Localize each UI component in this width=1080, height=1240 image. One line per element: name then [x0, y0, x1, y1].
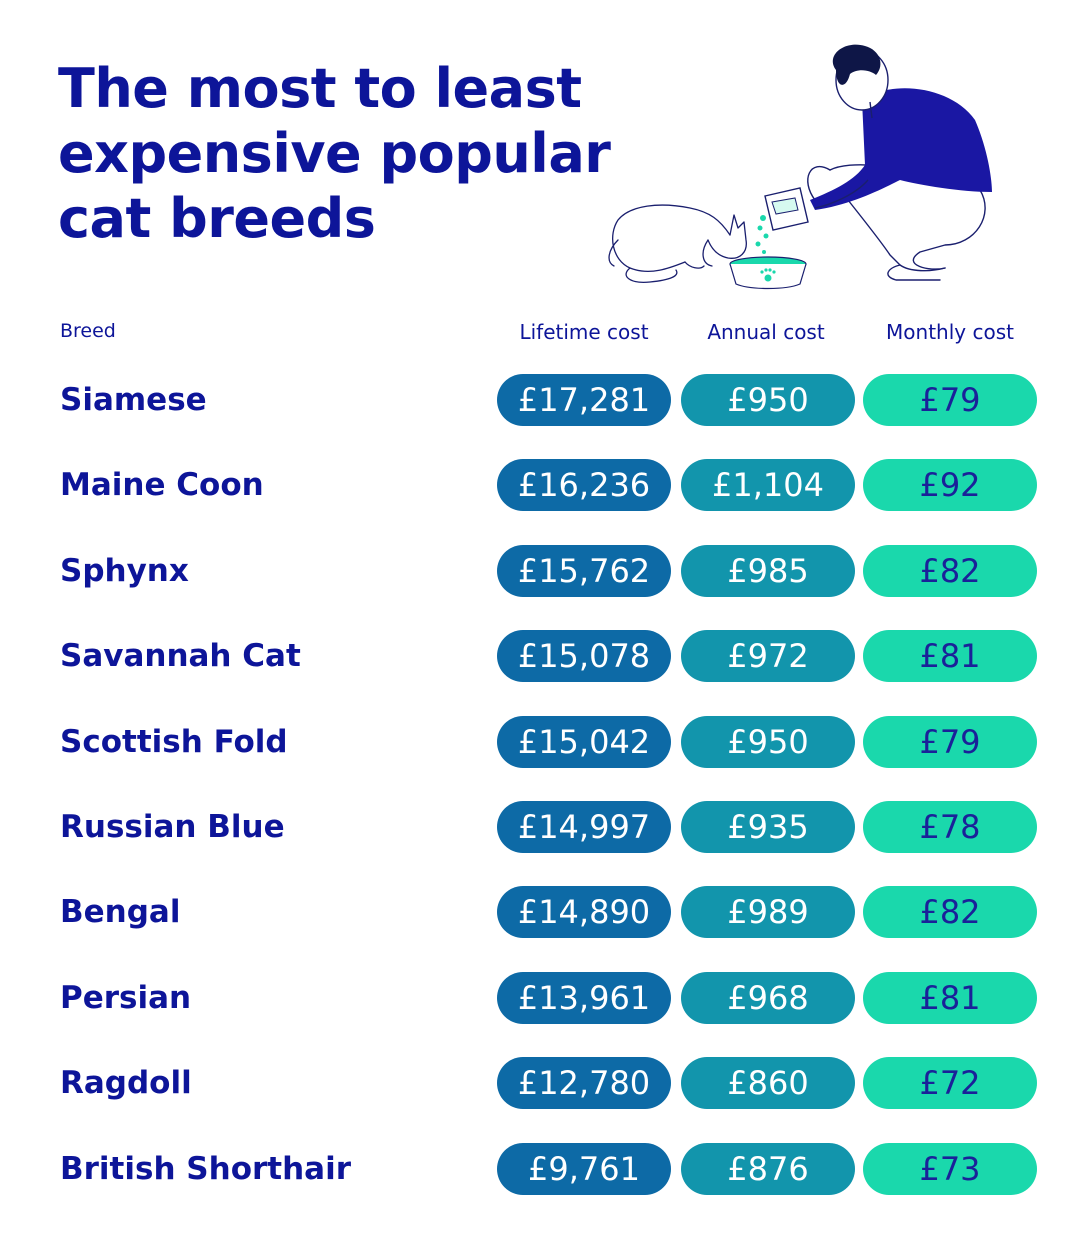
monthly-cost-pill: £82	[863, 545, 1037, 597]
person-head	[832, 44, 889, 119]
food-pellets	[755, 215, 769, 263]
lifetime-cost-column-header: Lifetime cost	[519, 320, 649, 344]
lifetime-cost-pill: £15,042	[497, 716, 671, 768]
monthly-cost-pill: £81	[863, 972, 1037, 1024]
cat-bowl-icon	[729, 256, 807, 290]
monthly-cost-column-header: Monthly cost	[886, 320, 1014, 344]
monthly-cost-pill: £82	[863, 886, 1037, 938]
person-arm	[814, 179, 869, 209]
breed-name: Savannah Cat	[60, 638, 301, 674]
lifetime-cost-pill: £14,890	[497, 886, 671, 938]
table-row: Savannah Cat £15,078 £972 £81	[0, 630, 1080, 682]
monthly-cost-pill: £73	[863, 1143, 1037, 1195]
lifetime-cost-pill: £15,078	[497, 630, 671, 682]
breed-name: Russian Blue	[60, 809, 285, 845]
table-row: Sphynx £15,762 £985 £82	[0, 545, 1080, 597]
food-box-icon	[764, 187, 809, 231]
breed-name: Bengal	[60, 894, 181, 930]
table-row: Siamese £17,281 £950 £79	[0, 374, 1080, 426]
table-row: British Shorthair £9,761 £876 £73	[0, 1143, 1080, 1195]
lifetime-cost-pill: £14,997	[497, 801, 671, 853]
table-row: Persian £13,961 £968 £81	[0, 972, 1080, 1024]
lifetime-cost-pill: £12,780	[497, 1057, 671, 1109]
annual-cost-pill: £950	[681, 716, 855, 768]
table-row: Russian Blue £14,997 £935 £78	[0, 801, 1080, 853]
monthly-cost-pill: £72	[863, 1057, 1037, 1109]
breed-name: Maine Coon	[60, 467, 264, 503]
breed-name: Siamese	[60, 382, 207, 418]
breed-name: Scottish Fold	[60, 724, 288, 760]
person-shirt	[810, 88, 992, 210]
annual-cost-pill: £950	[681, 374, 855, 426]
monthly-cost-pill: £92	[863, 459, 1037, 511]
paw-print-icon	[760, 268, 776, 282]
monthly-cost-pill: £81	[863, 630, 1037, 682]
lifetime-cost-pill: £16,236	[497, 459, 671, 511]
annual-cost-pill: £860	[681, 1057, 855, 1109]
table-row: Ragdoll £12,780 £860 £72	[0, 1057, 1080, 1109]
cat-figure	[608, 204, 747, 283]
breed-name: Sphynx	[60, 553, 189, 589]
lifetime-cost-pill: £13,961	[497, 972, 671, 1024]
breed-name: Ragdoll	[60, 1065, 192, 1101]
annual-cost-column-header: Annual cost	[707, 320, 825, 344]
annual-cost-pill: £985	[681, 545, 855, 597]
lifetime-cost-pill: £15,762	[497, 545, 671, 597]
annual-cost-pill: £876	[681, 1143, 855, 1195]
annual-cost-pill: £972	[681, 630, 855, 682]
breed-name: Persian	[60, 980, 192, 1016]
table-row: Maine Coon £16,236 £1,104 £92	[0, 459, 1080, 511]
breed-name: British Shorthair	[60, 1151, 352, 1187]
table-row: Bengal £14,890 £989 £82	[0, 886, 1080, 938]
lifetime-cost-pill: £17,281	[497, 374, 671, 426]
monthly-cost-pill: £79	[863, 374, 1037, 426]
page-title: The most to least expensive popular cat …	[58, 57, 611, 250]
annual-cost-pill: £968	[681, 972, 855, 1024]
monthly-cost-pill: £79	[863, 716, 1037, 768]
monthly-cost-pill: £78	[863, 801, 1037, 853]
breed-column-header: Breed	[60, 320, 116, 342]
annual-cost-pill: £989	[681, 886, 855, 938]
table-row: Scottish Fold £15,042 £950 £79	[0, 716, 1080, 768]
annual-cost-pill: £1,104	[681, 459, 855, 511]
person-feeding-cat-illustration	[608, 44, 992, 290]
annual-cost-pill: £935	[681, 801, 855, 853]
lifetime-cost-pill: £9,761	[497, 1143, 671, 1195]
